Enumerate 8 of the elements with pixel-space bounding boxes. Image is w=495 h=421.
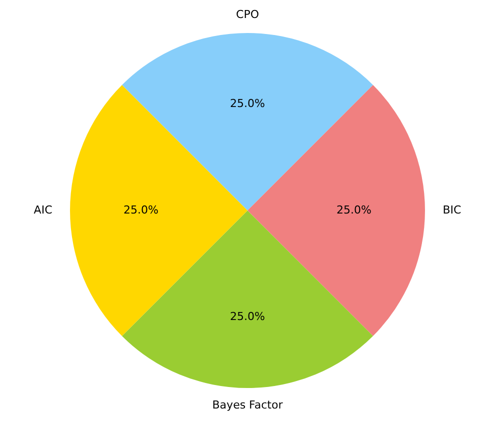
slice-label: AIC xyxy=(34,203,53,216)
data-label: 25.0% xyxy=(336,203,372,216)
slice-label: Bayes Factor xyxy=(212,398,284,412)
data-label: 25.0% xyxy=(124,203,158,216)
slice-label: BIC xyxy=(442,203,462,216)
data-label: 25.0% xyxy=(230,310,265,323)
data-label: 25.0% xyxy=(230,96,265,110)
slice-label: CPO xyxy=(236,8,260,22)
